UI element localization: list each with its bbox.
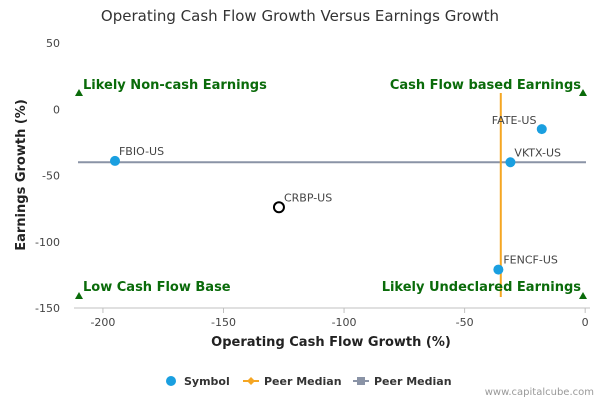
quadrant-marker-icon	[75, 89, 83, 96]
x-tick-label: -150	[211, 316, 236, 329]
y-axis-title: Earnings Growth (%)	[14, 99, 29, 251]
peer-median-lines	[78, 93, 586, 297]
data-point-vktx-us[interactable]	[505, 157, 516, 168]
x-tick-label: -100	[332, 316, 357, 329]
chart-title: Operating Cash Flow Growth Versus Earnin…	[101, 7, 499, 25]
y-tick-label: -150	[35, 302, 60, 315]
x-tick-label: -200	[90, 316, 115, 329]
quadrant-marker-icon	[579, 89, 587, 96]
data-point-label: FATE-US	[492, 114, 537, 127]
y-tick-label: 0	[53, 103, 60, 116]
legend: Symbol Peer Median Peer Median	[166, 375, 452, 388]
data-point-label: FBIO-US	[119, 145, 164, 158]
data-point-label: CRBP-US	[284, 191, 332, 204]
x-tick-label: -50	[456, 316, 474, 329]
quadrant-label-top-right: Cash Flow based Earnings	[390, 78, 581, 93]
data-point-fate-us[interactable]	[536, 124, 547, 135]
data-point-fbio-us[interactable]	[109, 155, 120, 166]
quadrant-label-top-left: Likely Non-cash Earnings	[83, 78, 267, 93]
quadrant-label-bottom-left: Low Cash Flow Base	[83, 280, 231, 295]
y-tick-label: 50	[46, 37, 60, 50]
x-tick-label: 0	[582, 316, 589, 329]
quadrant-labels: Likely Non-cash Earnings Cash Flow based …	[75, 78, 587, 299]
y-axis-ticks: 50 0 -50 -100 -150	[35, 37, 60, 315]
data-points: FATE-US FBIO-US VKTX-US CRBP-US FENCF-US	[109, 114, 561, 275]
legend-square-icon	[357, 377, 365, 385]
data-point-label: FENCF-US	[503, 254, 558, 267]
quadrant-marker-icon	[75, 292, 83, 299]
y-tick-label: -100	[35, 236, 60, 249]
data-point-crbp-us[interactable]	[272, 201, 285, 214]
x-axis-title: Operating Cash Flow Growth (%)	[211, 335, 451, 350]
legend-label: Peer Median	[264, 375, 342, 388]
legend-symbol-icon	[166, 376, 176, 386]
quadrant-marker-icon	[579, 292, 587, 299]
legend-diamond-icon	[247, 377, 255, 385]
data-point-fencf-us[interactable]	[493, 264, 504, 275]
data-point-label: VKTX-US	[514, 146, 561, 159]
legend-label: Symbol	[184, 375, 230, 388]
credit-text: www.capitalcube.com	[485, 387, 594, 398]
x-axis-ticks: -200 -150 -100 -50 0	[90, 308, 589, 329]
legend-label: Peer Median	[374, 375, 452, 388]
quadrant-label-bottom-right: Likely Undeclared Earnings	[382, 280, 582, 295]
y-tick-label: -50	[42, 170, 60, 183]
